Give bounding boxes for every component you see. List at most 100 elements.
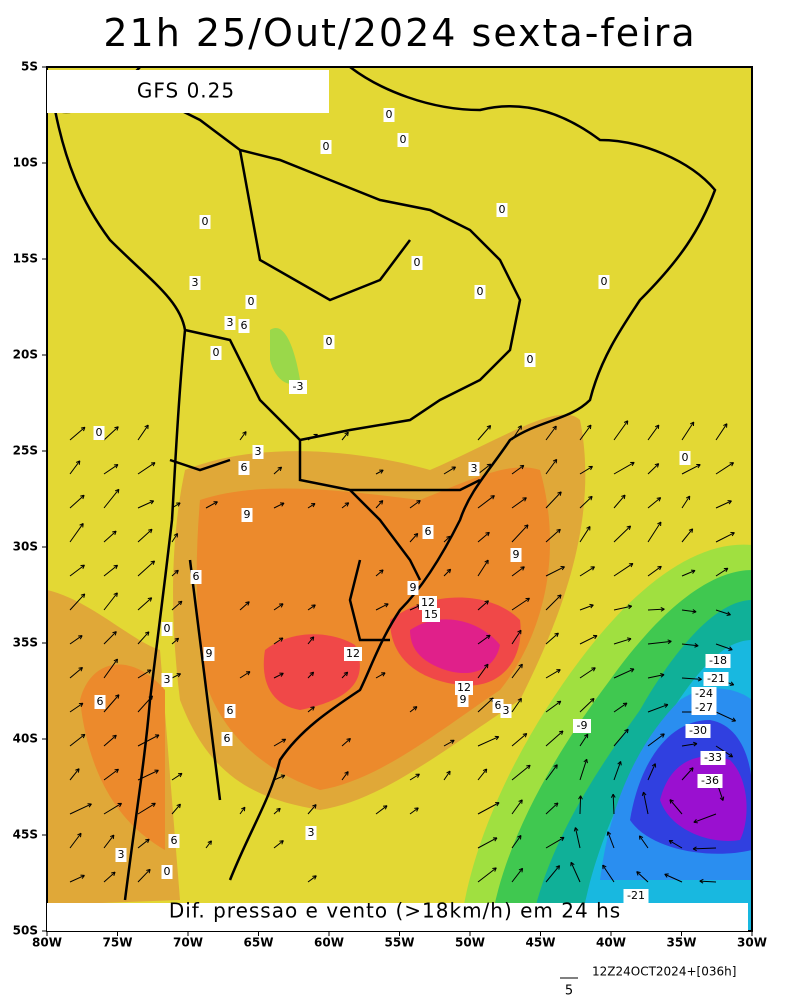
- wind-arrow-head: [112, 631, 117, 636]
- wind-arrow-head: [117, 802, 122, 808]
- wind-arrow: [579, 465, 593, 475]
- wind-arrow-head: [344, 771, 349, 776]
- wind-arrow: [511, 764, 531, 781]
- wind-arrow: [443, 739, 455, 747]
- lat-label: 50S: [13, 924, 38, 938]
- wind-arrow: [647, 704, 669, 713]
- wind-arrow: [681, 495, 691, 509]
- wind-arrow-head: [518, 799, 523, 804]
- caption: Dif. pressao e vento (>18km/h) em 24 hs: [169, 899, 621, 923]
- wind-arrow: [715, 711, 736, 722]
- wind-arrow-head: [588, 495, 593, 501]
- wind-arrow-head: [484, 663, 489, 669]
- wind-arrow-head: [176, 803, 181, 809]
- wind-arrow-head: [486, 463, 492, 468]
- contour-label: 9: [206, 647, 213, 660]
- wind-arrow-head: [174, 569, 179, 575]
- wind-arrow: [613, 563, 634, 577]
- contour-label: 0: [386, 108, 393, 121]
- wind-arrow-head: [719, 796, 725, 801]
- contour-label-bg: [703, 672, 729, 686]
- contour-label: 0: [248, 295, 255, 308]
- contour-label: 0: [326, 335, 333, 348]
- wind-arrow: [69, 803, 92, 815]
- wind-arrow: [273, 774, 286, 781]
- contour-label-bg: [224, 316, 236, 330]
- wind-arrow-head: [150, 462, 156, 467]
- wind-arrow-head: [80, 593, 86, 598]
- wind-arrow-head: [490, 495, 495, 500]
- wind-arrow-head: [517, 834, 522, 840]
- wind-arrow-head: [602, 864, 607, 870]
- wind-arrow: [613, 638, 632, 645]
- lat-label: 15S: [13, 252, 38, 266]
- wind-arrow-head: [486, 634, 491, 640]
- wind-arrow-head: [207, 840, 212, 845]
- wind-arrow: [103, 834, 115, 849]
- wind-arrow-head: [699, 878, 704, 884]
- wind-arrow-head: [723, 423, 728, 428]
- wind-arrow: [273, 637, 284, 645]
- wind-arrow-head: [627, 637, 632, 642]
- wind-arrow: [681, 767, 694, 781]
- wind-arrow-head: [693, 741, 698, 747]
- wind-arrow-head: [669, 799, 674, 804]
- wind-arrow: [545, 594, 562, 611]
- contour-label: 3: [164, 673, 171, 686]
- wind-arrow-head: [145, 838, 150, 844]
- contour-label: 0: [499, 203, 506, 216]
- wind-arrow-head: [176, 502, 181, 507]
- wind-arrow-head: [492, 867, 497, 872]
- contour-label-bg: [679, 451, 691, 465]
- contour-label: 9: [513, 548, 520, 561]
- contour-label: 0: [213, 346, 220, 359]
- wind-arrow: [545, 425, 557, 441]
- wind-arrow: [273, 807, 281, 815]
- wind-arrow-head: [346, 737, 351, 743]
- wind-arrow-head: [80, 426, 86, 432]
- wind-arrow: [545, 802, 559, 815]
- wind-arrow: [103, 464, 119, 475]
- wind-arrow-head: [726, 611, 731, 616]
- contour-label-bg: [305, 826, 317, 840]
- wind-arrow-head: [414, 807, 419, 812]
- wind-arrow: [574, 827, 581, 849]
- wind-arrow-head: [517, 629, 522, 635]
- wind-arrow-head: [80, 564, 85, 569]
- wind-arrow-head: [343, 671, 349, 677]
- wind-arrow: [443, 770, 451, 781]
- wind-arrow-head: [245, 601, 250, 606]
- wind-arrow: [545, 730, 564, 747]
- contour-label: -33: [704, 751, 722, 764]
- wind-arrow: [273, 466, 282, 475]
- contour-label: 0: [682, 451, 689, 464]
- wind-arrow-head: [667, 639, 672, 645]
- contour-label: 0: [400, 133, 407, 146]
- lat-label: 10S: [13, 156, 38, 170]
- wind-arrow: [669, 799, 683, 815]
- wind-arrow-head: [657, 565, 662, 571]
- wind-arrow-head: [344, 431, 349, 437]
- wind-vectors: [69, 420, 737, 884]
- wind-arrow-head: [313, 433, 318, 439]
- contour-label: 6: [227, 704, 234, 717]
- wind-arrow-head: [177, 600, 183, 606]
- wind-arrow: [69, 494, 85, 509]
- wind-arrow: [137, 868, 151, 883]
- wind-arrow-head: [379, 569, 384, 574]
- wind-arrow-head: [731, 717, 737, 722]
- wind-arrow-head: [280, 774, 286, 779]
- region-15: [410, 619, 500, 674]
- wind-arrow: [103, 564, 118, 577]
- wind-arrow-head: [556, 528, 561, 534]
- contour-label-bg: [573, 719, 591, 733]
- wind-arrow: [511, 698, 522, 713]
- wind-arrow-head: [554, 632, 559, 638]
- wind-arrow-head: [688, 528, 694, 533]
- wind-arrow-head: [378, 500, 384, 505]
- wind-arrow: [69, 635, 83, 645]
- lon-label: 80W: [32, 936, 62, 950]
- wind-arrow: [579, 667, 596, 679]
- contour-label-bg: [323, 335, 335, 349]
- wind-arrow-head: [281, 738, 287, 743]
